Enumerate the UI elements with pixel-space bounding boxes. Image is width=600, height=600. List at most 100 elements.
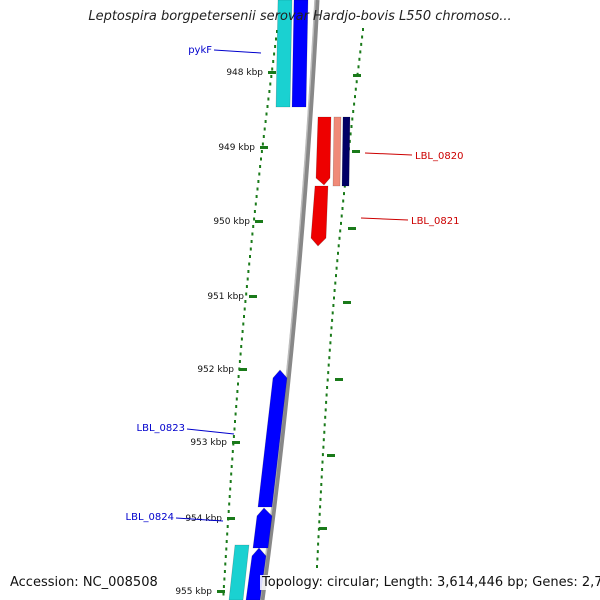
outer-minor-tick <box>319 490 322 494</box>
outer-minor-tick <box>341 207 344 210</box>
outer-minor-tick <box>336 259 339 263</box>
outer-minor-tick <box>323 430 326 434</box>
outer-minor-tick <box>317 542 320 546</box>
inner-minor-tick <box>231 457 234 461</box>
gene-LBL_0825-cyan <box>228 544 250 600</box>
outer-minor-tick <box>316 565 318 568</box>
major-tick <box>260 146 268 149</box>
inner-minor-tick <box>225 547 228 551</box>
outer-minor-tick <box>321 468 324 471</box>
gene-pykF-blue <box>291 0 309 108</box>
outer-minor-tick <box>331 311 334 315</box>
outer-minor-tick <box>338 236 341 240</box>
tick-label: 949 kbp <box>218 143 255 153</box>
tick-label: 955 kbp <box>175 587 212 597</box>
inner-minor-tick <box>244 300 247 303</box>
inner-minor-tick <box>226 532 229 536</box>
outer-minor-tick <box>322 445 325 449</box>
outer-minor-tick <box>321 460 324 464</box>
inner-minor-tick <box>236 390 239 393</box>
inner-minor-tick <box>222 592 225 596</box>
inner-minor-tick <box>268 90 271 93</box>
inner-minor-tick <box>249 247 252 251</box>
outer-minor-tick <box>342 199 345 203</box>
tick-label: 951 kbp <box>207 292 244 302</box>
outer-minor-tick <box>348 139 351 143</box>
major-tick <box>249 295 257 298</box>
tick-label: 954 kbp <box>185 514 222 524</box>
chromosome-title: Leptospira borgpetersenii serovar Hardjo… <box>88 9 512 24</box>
tick-label: 948 kbp <box>226 68 263 78</box>
outer-minor-tick <box>362 28 364 31</box>
inner-minor-tick <box>228 502 231 506</box>
inner-minor-tick <box>225 540 228 543</box>
inner-minor-tick <box>248 262 251 266</box>
inner-minor-tick <box>259 165 262 168</box>
inner-minor-tick <box>224 555 227 558</box>
major-tick <box>268 71 276 74</box>
outer-minor-tick <box>343 192 345 196</box>
inner-minor-tick <box>261 142 264 146</box>
inner-minor-tick <box>274 45 277 48</box>
outer-minor-tick <box>320 475 323 479</box>
major-tick <box>232 441 240 444</box>
major-tick <box>255 220 263 223</box>
outer-minor-tick <box>330 326 333 330</box>
inner-minor-tick <box>271 67 274 71</box>
inner-minor-tick <box>272 60 275 63</box>
inner-minor-tick <box>223 570 226 573</box>
outer-minor-tick <box>331 318 334 322</box>
gene-label: LBL_0821 <box>411 216 459 227</box>
inner-minor-tick <box>230 472 233 476</box>
inner-minor-tick <box>253 217 256 221</box>
outer-minor-tick <box>334 281 337 285</box>
outer-minor-tick <box>317 527 320 531</box>
gene-label-leader <box>186 428 235 435</box>
inner-minor-tick <box>269 82 272 86</box>
inner-minor-tick <box>241 330 244 333</box>
outer-minor-tick <box>322 438 325 442</box>
gene-label-leader <box>213 49 262 54</box>
outer-major-tick <box>335 378 343 381</box>
inner-minor-tick <box>250 240 253 243</box>
inner-minor-tick <box>249 255 251 258</box>
inner-minor-tick <box>260 157 262 161</box>
inner-minor-tick <box>227 510 230 513</box>
outer-minor-tick <box>337 244 340 248</box>
gene-LBL_0820 <box>315 116 332 186</box>
outer-major-tick <box>352 150 360 153</box>
inner-minor-tick <box>264 120 267 123</box>
inner-minor-tick <box>245 292 248 296</box>
major-tick <box>239 368 247 371</box>
outer-minor-tick <box>318 520 321 524</box>
outer-minor-tick <box>351 117 354 121</box>
inner-minor-tick <box>230 465 233 468</box>
outer-minor-tick <box>329 341 332 345</box>
inner-minor-tick <box>234 412 237 416</box>
outer-major-tick <box>343 301 351 304</box>
outer-minor-tick <box>327 371 330 375</box>
tick-label: 950 kbp <box>213 217 250 227</box>
gene-LBL_0820-b <box>332 116 342 187</box>
outer-minor-tick <box>340 214 343 218</box>
outer-minor-tick <box>353 102 356 106</box>
outer-minor-tick <box>319 497 322 501</box>
tick-label: 952 kbp <box>197 365 234 375</box>
tick-label: 953 kbp <box>190 438 227 448</box>
inner-minor-tick <box>235 405 238 408</box>
outer-major-tick <box>348 227 356 230</box>
gene-LBL_0824 <box>252 507 273 549</box>
outer-minor-tick <box>349 132 352 136</box>
outer-minor-tick <box>316 550 319 554</box>
inner-minor-tick <box>263 127 266 131</box>
outer-minor-tick <box>361 35 364 39</box>
inner-minor-tick <box>265 112 268 116</box>
inner-minor-tick <box>243 315 245 318</box>
outer-minor-tick <box>325 393 328 397</box>
inner-minor-tick <box>240 337 243 341</box>
inner-minor-tick <box>243 307 246 311</box>
outer-major-tick <box>319 527 327 530</box>
inner-minor-tick <box>252 225 255 228</box>
inner-minor-tick <box>246 277 249 281</box>
